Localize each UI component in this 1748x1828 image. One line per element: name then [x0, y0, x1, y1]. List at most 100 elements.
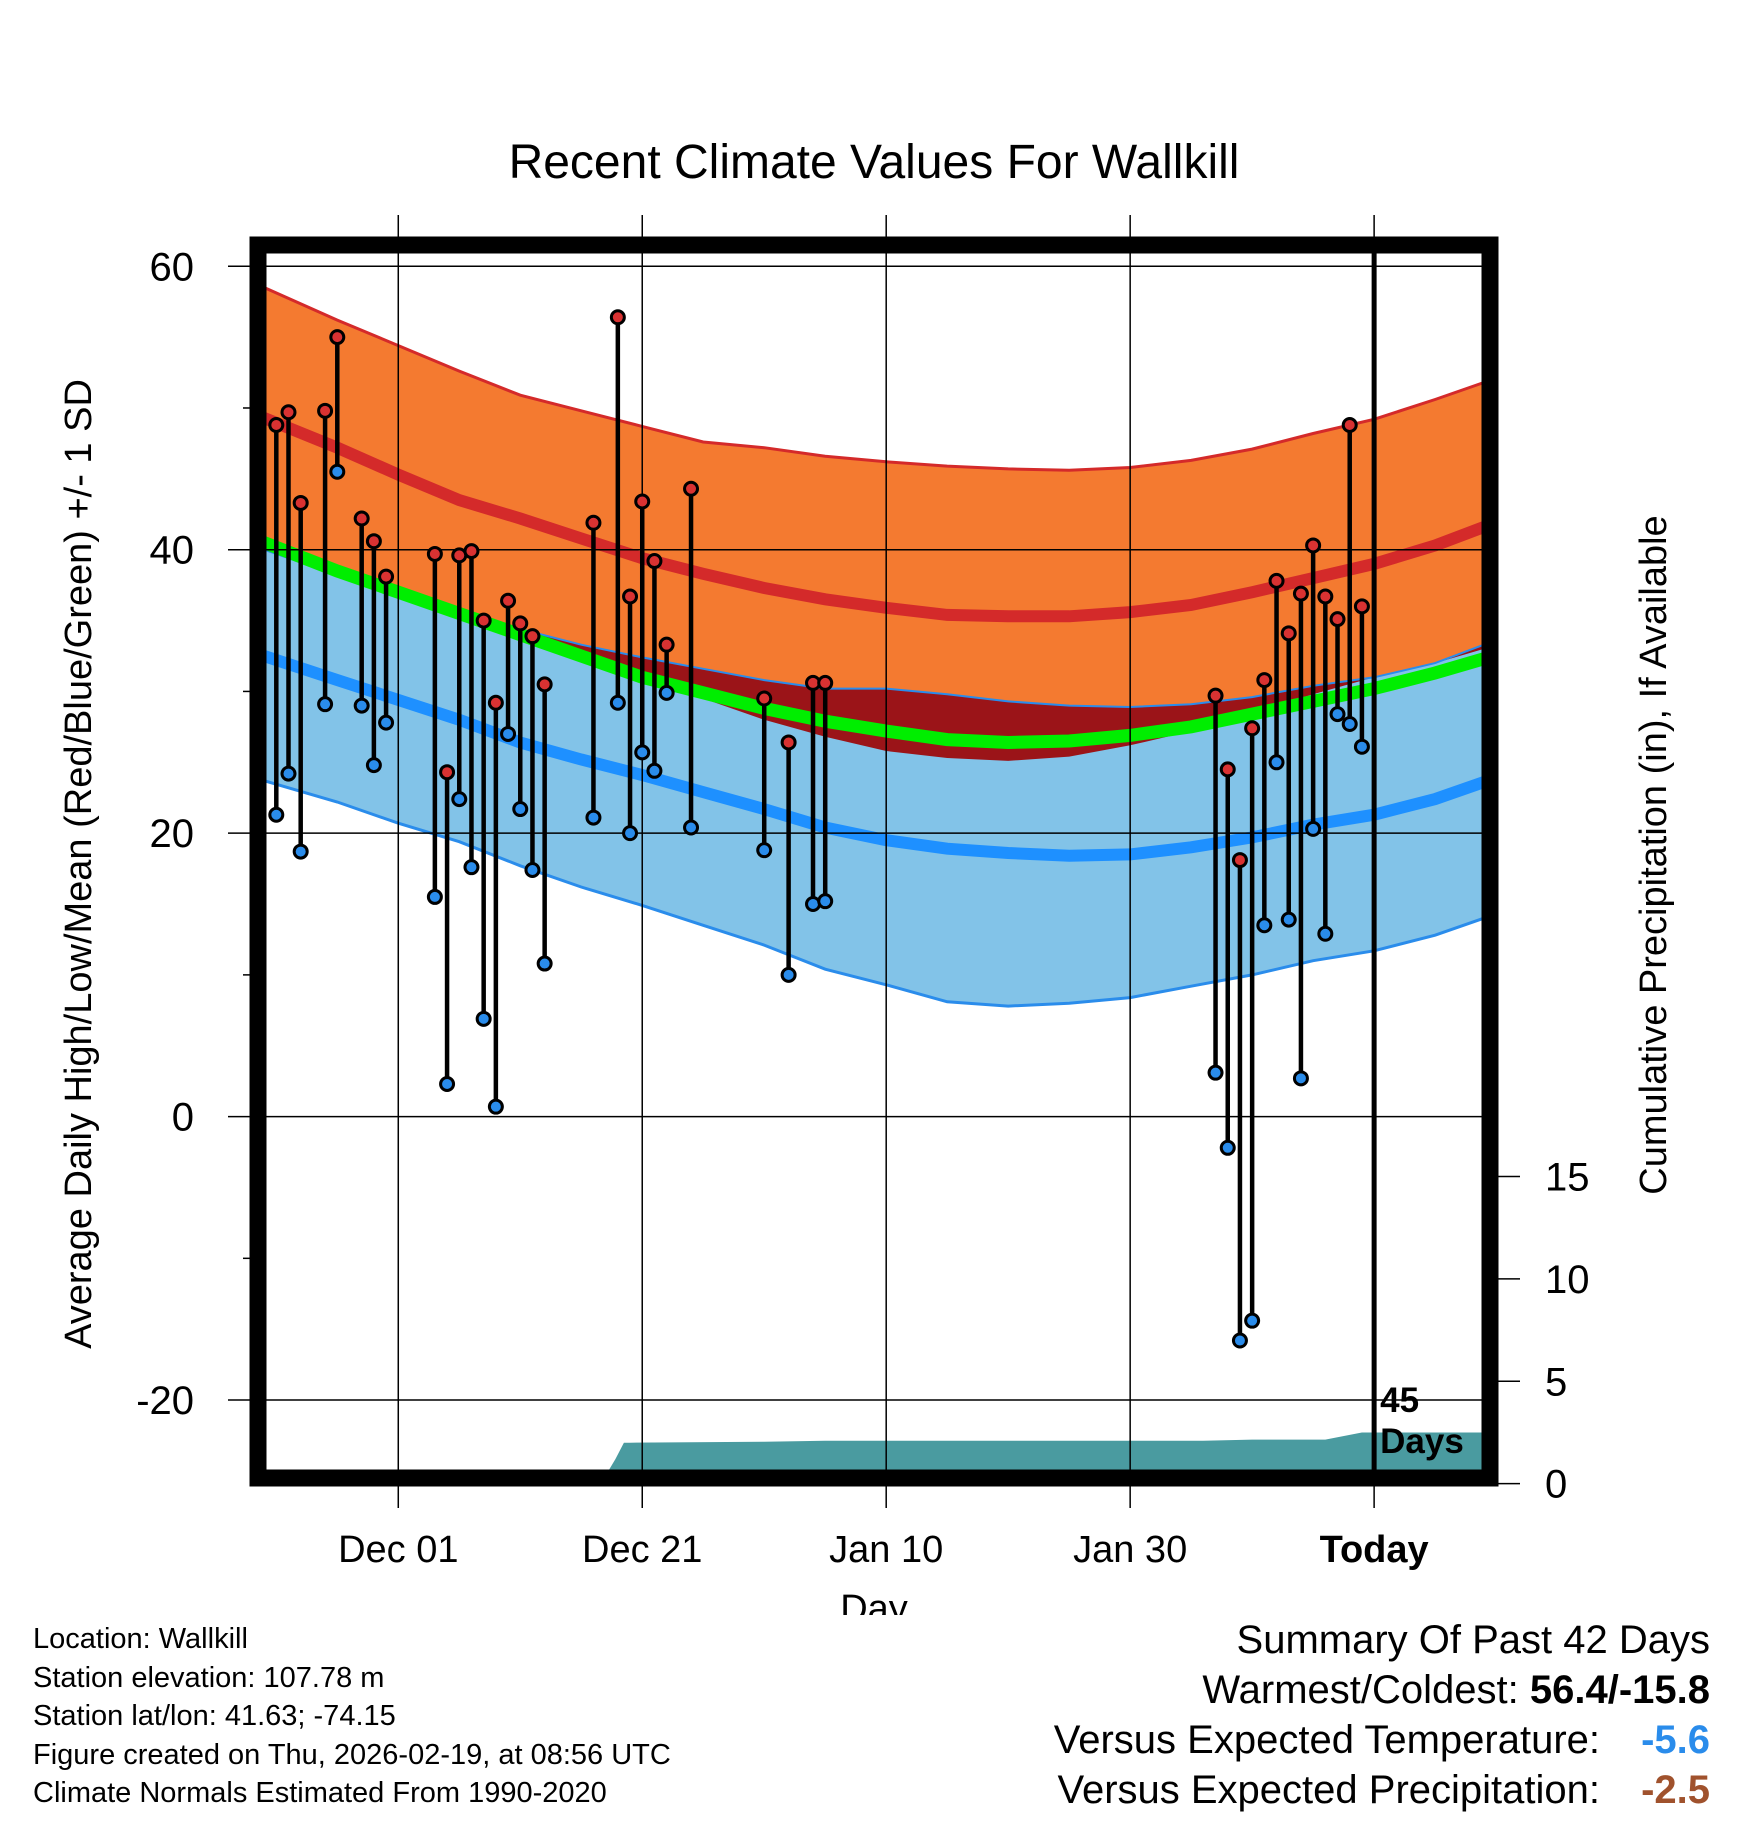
summary-temp-anomaly: Versus Expected Temperature: -5.6 [1054, 1715, 1710, 1765]
daily-high-point [585, 514, 602, 531]
daily-high-point [622, 588, 639, 605]
latlon-text: Station lat/lon: 41.63; -74.15 [33, 1700, 396, 1732]
daily-low-point [683, 819, 700, 836]
warm-cold-value: 56.4/-15.8 [1529, 1668, 1710, 1712]
daily-low-point [817, 893, 834, 910]
daily-high-point [1292, 585, 1309, 602]
x-tick-label: Today [1320, 1529, 1429, 1571]
daily-low-point [1244, 1312, 1261, 1329]
daily-high-point [817, 674, 834, 691]
precip-anomaly-label: Versus Expected Precipitation: [1057, 1768, 1600, 1812]
daily-low-point [1305, 820, 1322, 837]
daily-low-point [426, 888, 443, 905]
daily-high-point [1231, 852, 1248, 869]
y2-tick-label: 15 [1545, 1155, 1590, 1199]
daily-high-point [1256, 672, 1273, 689]
climate-chart: Recent Climate Values For Wallkill 45Day… [58, 136, 1675, 1615]
y2-tick-label: 5 [1545, 1360, 1567, 1404]
daily-high-point [439, 764, 456, 781]
daily-low-point [439, 1076, 456, 1093]
daily-high-point [487, 694, 504, 711]
y-tick-label: 0 [172, 1096, 194, 1140]
axes: 60 40 20 0 -20 0 5 10 15 Dec 01 Dec 21 Jan 10 Jan 30… [136, 215, 1590, 1571]
daily-high-point [1329, 611, 1346, 628]
daily-high-point [1305, 537, 1322, 554]
precip-area [258, 1432, 1490, 1478]
y-tick-label: 60 [150, 245, 195, 289]
daily-high-point [1219, 761, 1236, 778]
daily-low-point [585, 809, 602, 826]
daily-low-point [1256, 917, 1273, 934]
low-sd-band [264, 549, 1484, 1007]
summary-warmest-coldest: Warmest/Coldest: 56.4/-15.8 [1054, 1665, 1710, 1715]
daily-high-point [683, 480, 700, 497]
daily-high-point [292, 494, 309, 511]
daily-low-point [1207, 1064, 1224, 1081]
daily-low-point [463, 859, 480, 876]
daily-low-point [524, 862, 541, 879]
x-tick-label: Jan 10 [829, 1529, 943, 1571]
daily-low-point [780, 966, 797, 983]
normals-text: Climate Normals Estimated From 1990-2020 [33, 1777, 607, 1809]
daily-low-point [1341, 716, 1358, 733]
daily-low-point [487, 1098, 504, 1115]
daily-high-point [365, 533, 382, 550]
daily-high-point [756, 690, 773, 707]
y2-tick-label: 10 [1545, 1258, 1590, 1302]
daily-high-point [1353, 598, 1370, 615]
today-days-number: 45 [1380, 1381, 1419, 1420]
plot-frame [249, 236, 1499, 1487]
daily-low-point [451, 791, 468, 808]
daily-low-point [1317, 925, 1334, 942]
daily-low-point [378, 714, 395, 731]
daily-high-point [634, 493, 651, 510]
sd-overlap-band [264, 549, 1484, 761]
y-tick-label: -20 [136, 1379, 194, 1423]
daily-low-point [1231, 1332, 1248, 1349]
daily-high-point [1317, 588, 1334, 605]
daily-low-point [622, 825, 639, 842]
daily-low-point [317, 696, 334, 713]
summary-precip-anomaly: Versus Expected Precipitation: -2.5 [1054, 1765, 1710, 1815]
daily-high-point [353, 510, 370, 527]
daily-high-point [780, 734, 797, 751]
daily-low-point [268, 806, 285, 823]
daily-low-point [365, 757, 382, 774]
daily-low-point [756, 842, 773, 859]
chart-title: Recent Climate Values For Wallkill [509, 136, 1240, 189]
daily-high-point [512, 615, 529, 632]
temp-anomaly-label: Versus Expected Temperature: [1053, 1718, 1600, 1762]
daily-high-point [646, 553, 663, 570]
daily-high-point [609, 309, 626, 326]
elevation-text: Station elevation: 107.78 m [33, 1661, 385, 1694]
daily-low-point [1353, 738, 1370, 755]
daily-high-point [1207, 687, 1224, 704]
station-info: Location: Wallkill Station elevation: 10… [33, 1620, 671, 1813]
daily-high-point [524, 628, 541, 645]
daily-high-point [658, 636, 675, 653]
daily-low-point [475, 1010, 492, 1027]
daily-low-point [1280, 911, 1297, 928]
daily-low-point [512, 801, 529, 818]
location-text: Location: Wallkill [33, 1623, 248, 1655]
x-tick-label: Dec 21 [582, 1529, 702, 1571]
x-axis-label: Day [840, 1588, 908, 1615]
daily-high-point [426, 545, 443, 562]
y2-axis-label: Cumulative Precipitation (in), If Availa… [1633, 515, 1675, 1194]
temp-anomaly-value: -5.6 [1641, 1718, 1710, 1762]
x-tick-label: Jan 30 [1073, 1529, 1187, 1571]
daily-low-point [536, 955, 553, 972]
created-text: Figure created on Thu, 2026-02-19, at 08… [33, 1738, 671, 1771]
daily-high-point [329, 329, 346, 346]
daily-high-point [317, 402, 334, 419]
daily-high-point [378, 568, 395, 585]
daily-high-point [1268, 572, 1285, 589]
summary-title: Summary Of Past 42 Days [1236, 1618, 1710, 1662]
daily-low-point [329, 463, 346, 480]
daily-high-point [536, 676, 553, 693]
daily-low-point [609, 694, 626, 711]
daily-high-point [463, 543, 480, 560]
daily-high-point [500, 592, 517, 609]
